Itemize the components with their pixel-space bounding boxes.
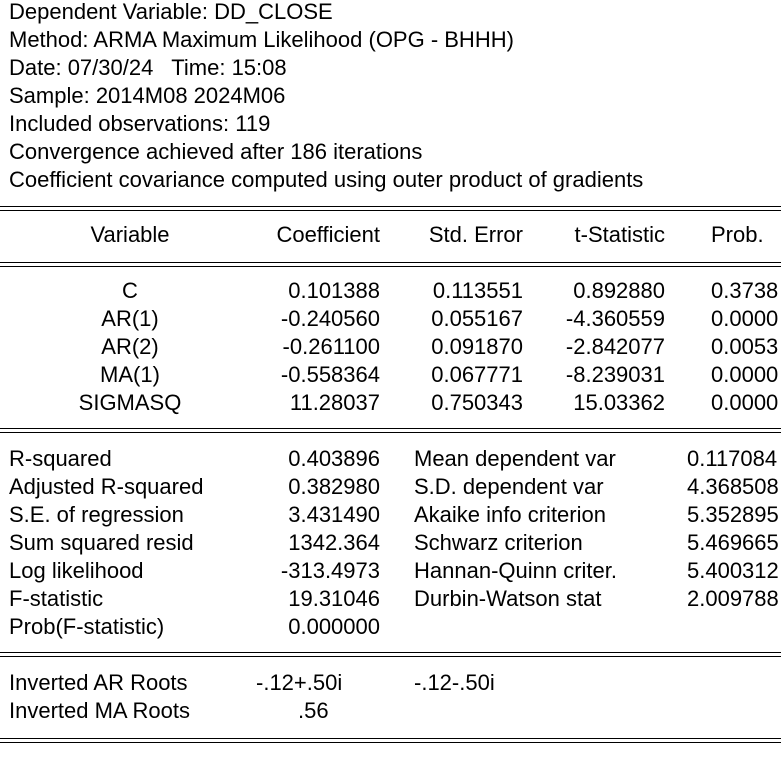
stat-value: 5.400312 bbox=[687, 558, 779, 583]
variable-name: AR(2) bbox=[101, 334, 159, 359]
divider bbox=[0, 738, 781, 739]
root-value: -.12-.50i bbox=[414, 670, 495, 695]
stat-value: 4.368508 bbox=[687, 474, 779, 499]
divider bbox=[0, 656, 781, 657]
sample-line: Sample: 2014M08 2024M06 bbox=[9, 83, 286, 108]
column-header-coefficient: Coefficient bbox=[276, 222, 380, 247]
stat-label: S.D. dependent var bbox=[414, 474, 604, 499]
variable-name: C bbox=[122, 278, 138, 303]
column-header-t-statistic: t-Statistic bbox=[574, 222, 665, 247]
coefficient-value: 0.101388 bbox=[288, 278, 380, 303]
prob-value: 0.0000 bbox=[711, 306, 779, 331]
convergence-line: Convergence achieved after 186 iteration… bbox=[9, 139, 423, 164]
stat-value: 5.352895 bbox=[687, 502, 779, 527]
prob-value: 0.0000 bbox=[711, 390, 779, 415]
divider bbox=[0, 262, 781, 263]
method-line: Method: ARMA Maximum Likelihood (OPG - B… bbox=[9, 27, 514, 52]
std-error-value: 0.055167 bbox=[431, 306, 523, 331]
stat-value: 3.431490 bbox=[288, 502, 380, 527]
roots-label: Inverted AR Roots bbox=[9, 670, 188, 695]
prob-value: 0.0000 bbox=[711, 362, 779, 387]
stat-label: S.E. of regression bbox=[9, 502, 184, 527]
observations-line: Included observations: 119 bbox=[9, 111, 271, 136]
date-line: Date: 07/30/24 Time: 15:08 bbox=[9, 55, 287, 80]
t-statistic-value: -2.842077 bbox=[565, 334, 665, 359]
stat-value: 0.382980 bbox=[288, 474, 380, 499]
divider bbox=[0, 206, 781, 207]
dependent-variable-line: Dependent Variable: DD_CLOSE bbox=[9, 0, 333, 24]
stat-value: 2.009788 bbox=[687, 586, 779, 611]
stat-value: -313.4973 bbox=[280, 558, 380, 583]
stat-value: 0.403896 bbox=[288, 446, 380, 471]
divider bbox=[0, 428, 781, 429]
stat-label: Hannan-Quinn criter. bbox=[414, 558, 617, 583]
stat-value: 0.117084 bbox=[687, 446, 778, 471]
root-value: -.12+.50i bbox=[256, 670, 343, 695]
divider bbox=[0, 432, 781, 433]
coefficient-value: -0.261100 bbox=[282, 334, 380, 359]
stat-label: Durbin-Watson stat bbox=[414, 586, 602, 611]
std-error-value: 0.091870 bbox=[431, 334, 523, 359]
variable-name: SIGMASQ bbox=[78, 390, 182, 415]
stat-value: 0.000000 bbox=[288, 614, 380, 639]
stat-label: R-squared bbox=[9, 446, 112, 471]
variable-name: AR(1) bbox=[101, 306, 159, 331]
stat-label: Akaike info criterion bbox=[414, 502, 606, 527]
stat-label: Log likelihood bbox=[9, 558, 144, 583]
coefficient-value: -0.558364 bbox=[280, 362, 380, 387]
std-error-value: 0.113551 bbox=[432, 278, 523, 303]
t-statistic-value: -4.360559 bbox=[565, 306, 665, 331]
stat-label: Prob(F-statistic) bbox=[9, 614, 165, 639]
stat-value: 19.31046 bbox=[288, 586, 380, 611]
t-statistic-value: -8.239031 bbox=[565, 362, 665, 387]
prob-value: 0.3738 bbox=[711, 278, 779, 303]
column-header-variable: Variable bbox=[90, 222, 170, 247]
divider bbox=[0, 742, 781, 743]
stat-value: 1342.364 bbox=[288, 530, 380, 555]
root-value: .56 bbox=[298, 698, 329, 723]
std-error-value: 0.067771 bbox=[431, 362, 523, 387]
stat-label: Sum squared resid bbox=[9, 530, 194, 555]
column-header-std-error: Std. Error bbox=[428, 222, 523, 247]
std-error-value: 0.750343 bbox=[431, 390, 523, 415]
t-statistic-value: 15.03362 bbox=[573, 390, 665, 415]
stat-label: Mean dependent var bbox=[414, 446, 616, 471]
divider bbox=[0, 266, 781, 267]
stat-label: Adjusted R-squared bbox=[9, 474, 204, 499]
coefficient-value: -0.240560 bbox=[280, 306, 380, 331]
t-statistic-value: 0.892880 bbox=[573, 278, 665, 303]
divider bbox=[0, 210, 781, 211]
covariance-line: Coefficient covariance computed using ou… bbox=[9, 167, 644, 192]
variable-name: MA(1) bbox=[100, 362, 160, 387]
stat-label: F-statistic bbox=[9, 586, 104, 611]
roots-label: Inverted MA Roots bbox=[9, 698, 190, 723]
stat-value: 5.469665 bbox=[687, 530, 779, 555]
divider bbox=[0, 652, 781, 653]
coefficient-value: 11.28037 bbox=[289, 390, 380, 415]
stat-label: Schwarz criterion bbox=[414, 530, 583, 555]
prob-value: 0.0053 bbox=[711, 334, 779, 359]
column-header-prob: Prob. bbox=[711, 222, 764, 247]
